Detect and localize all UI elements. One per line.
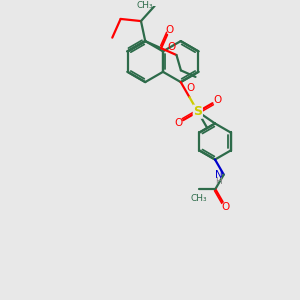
Text: O: O <box>174 118 182 128</box>
Text: N: N <box>214 169 222 180</box>
Text: O: O <box>214 95 222 105</box>
Text: O: O <box>186 83 194 93</box>
Text: CH₃: CH₃ <box>136 2 153 10</box>
Text: H: H <box>215 176 222 185</box>
Text: CH₃: CH₃ <box>190 194 207 203</box>
Text: O: O <box>165 25 173 34</box>
Text: O: O <box>221 202 230 212</box>
Text: O: O <box>167 41 175 52</box>
Text: S: S <box>193 105 202 118</box>
